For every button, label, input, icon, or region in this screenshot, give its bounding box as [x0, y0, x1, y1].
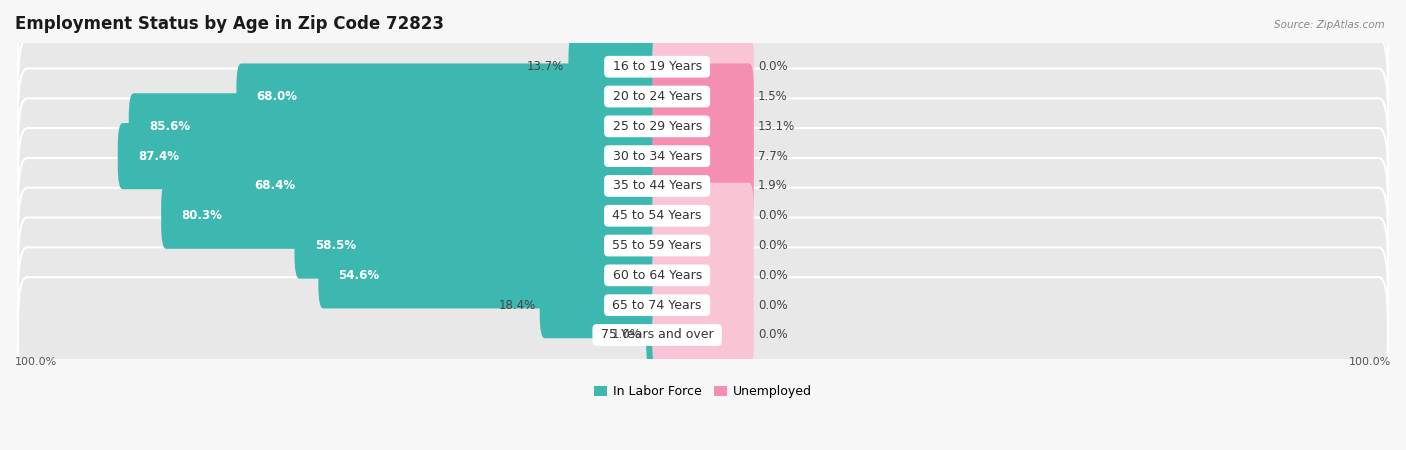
FancyBboxPatch shape	[18, 68, 1388, 184]
FancyBboxPatch shape	[568, 34, 662, 100]
Text: 80.3%: 80.3%	[181, 209, 222, 222]
FancyBboxPatch shape	[18, 158, 1388, 274]
FancyBboxPatch shape	[652, 123, 754, 189]
Text: 0.0%: 0.0%	[758, 269, 787, 282]
FancyBboxPatch shape	[652, 34, 754, 100]
FancyBboxPatch shape	[18, 39, 1388, 154]
Text: 1.0%: 1.0%	[612, 328, 643, 342]
FancyBboxPatch shape	[162, 183, 662, 249]
FancyBboxPatch shape	[236, 63, 662, 130]
Text: 25 to 29 Years: 25 to 29 Years	[609, 120, 706, 133]
FancyBboxPatch shape	[18, 248, 1388, 363]
Text: Employment Status by Age in Zip Code 72823: Employment Status by Age in Zip Code 728…	[15, 15, 444, 33]
Text: 87.4%: 87.4%	[138, 150, 179, 162]
FancyBboxPatch shape	[18, 98, 1388, 214]
FancyBboxPatch shape	[540, 272, 662, 338]
Text: 75 Years and over: 75 Years and over	[596, 328, 717, 342]
Text: 0.0%: 0.0%	[758, 328, 787, 342]
FancyBboxPatch shape	[18, 128, 1388, 244]
FancyBboxPatch shape	[652, 153, 754, 219]
Text: 65 to 74 Years: 65 to 74 Years	[609, 299, 706, 312]
FancyBboxPatch shape	[652, 242, 754, 308]
FancyBboxPatch shape	[18, 9, 1388, 125]
Text: 13.7%: 13.7%	[527, 60, 564, 73]
Text: 0.0%: 0.0%	[758, 239, 787, 252]
Text: 100.0%: 100.0%	[15, 357, 58, 367]
Text: 55 to 59 Years: 55 to 59 Years	[609, 239, 706, 252]
FancyBboxPatch shape	[18, 188, 1388, 303]
FancyBboxPatch shape	[652, 272, 754, 338]
Text: Source: ZipAtlas.com: Source: ZipAtlas.com	[1274, 20, 1385, 30]
FancyBboxPatch shape	[652, 183, 754, 249]
FancyBboxPatch shape	[118, 123, 662, 189]
FancyBboxPatch shape	[652, 63, 754, 130]
Text: 7.7%: 7.7%	[758, 150, 787, 162]
Text: 18.4%: 18.4%	[498, 299, 536, 312]
FancyBboxPatch shape	[647, 302, 662, 368]
Text: 0.0%: 0.0%	[758, 209, 787, 222]
Text: 85.6%: 85.6%	[149, 120, 190, 133]
Text: 54.6%: 54.6%	[339, 269, 380, 282]
FancyBboxPatch shape	[129, 93, 662, 159]
FancyBboxPatch shape	[652, 302, 754, 368]
Text: 13.1%: 13.1%	[758, 120, 796, 133]
Text: 60 to 64 Years: 60 to 64 Years	[609, 269, 706, 282]
Text: 35 to 44 Years: 35 to 44 Years	[609, 180, 706, 193]
Text: 68.4%: 68.4%	[254, 180, 295, 193]
FancyBboxPatch shape	[294, 212, 662, 279]
Text: 68.0%: 68.0%	[256, 90, 298, 103]
FancyBboxPatch shape	[18, 277, 1388, 393]
Text: 30 to 34 Years: 30 to 34 Years	[609, 150, 706, 162]
FancyBboxPatch shape	[652, 212, 754, 279]
FancyBboxPatch shape	[18, 217, 1388, 333]
Text: 45 to 54 Years: 45 to 54 Years	[609, 209, 706, 222]
FancyBboxPatch shape	[652, 93, 754, 159]
Legend: In Labor Force, Unemployed: In Labor Force, Unemployed	[589, 380, 817, 403]
Text: 100.0%: 100.0%	[1348, 357, 1391, 367]
FancyBboxPatch shape	[233, 153, 662, 219]
Text: 0.0%: 0.0%	[758, 299, 787, 312]
Text: 58.5%: 58.5%	[315, 239, 356, 252]
Text: 0.0%: 0.0%	[758, 60, 787, 73]
Text: 1.5%: 1.5%	[758, 90, 787, 103]
Text: 16 to 19 Years: 16 to 19 Years	[609, 60, 706, 73]
Text: 1.9%: 1.9%	[758, 180, 787, 193]
FancyBboxPatch shape	[318, 242, 662, 308]
Text: 20 to 24 Years: 20 to 24 Years	[609, 90, 706, 103]
